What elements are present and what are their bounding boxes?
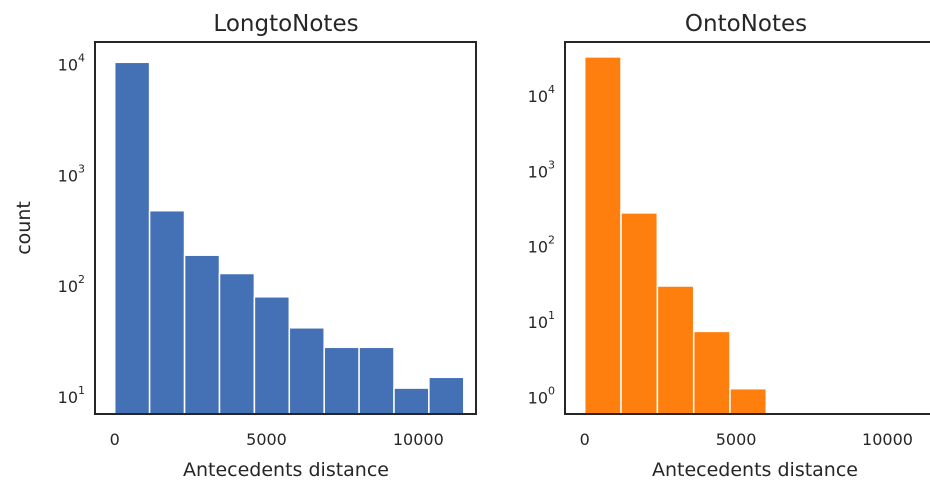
bar-longtonotes-2	[183, 254, 221, 415]
y-tick-exponent: 4	[548, 83, 555, 96]
plot-frame-longtonotes	[94, 41, 477, 415]
y-tick-label-ontonotes-1: 101	[528, 309, 555, 332]
plot-frame-ontonotes	[564, 41, 930, 415]
bar-ontonotes-2	[656, 285, 695, 415]
x-tick-label-ontonotes-0: 0	[580, 430, 590, 449]
y-tick-base: 10	[528, 238, 548, 257]
y-tick-exponent: 2	[78, 273, 85, 286]
chart-title-ontonotes: OntoNotes	[685, 11, 807, 37]
x-tick-label-longtonotes-2: 10000	[393, 430, 444, 449]
y-tick-label-ontonotes-3: 103	[528, 158, 555, 181]
x-axis-label-longtonotes: Antecedents distance	[183, 459, 389, 481]
y-tick-label-longtonotes-0: 101	[58, 384, 85, 407]
x-ticks-ontonotes: 0 5000 10000	[580, 430, 913, 449]
bar-ontonotes-3	[692, 330, 731, 415]
x-tick-label-ontonotes-1: 5000	[716, 430, 757, 449]
y-tick-label-ontonotes-0: 100	[528, 384, 555, 407]
x-ticks-longtonotes: 0 5000 10000	[110, 430, 444, 449]
panel-longtonotes: LongtoNotes count Antecedents distance 0…	[13, 11, 477, 481]
y-tick-exponent: 3	[548, 158, 555, 171]
y-tick-exponent: 3	[78, 162, 85, 175]
bars-longtonotes	[113, 61, 465, 415]
chart-title-longtonotes: LongtoNotes	[213, 11, 358, 37]
y-tick-exponent: 1	[78, 384, 85, 397]
x-tick-label-longtonotes-1: 5000	[246, 430, 287, 449]
y-tick-label-longtonotes-2: 103	[58, 162, 85, 185]
y-tick-base: 10	[58, 166, 78, 185]
bar-longtonotes-3	[218, 272, 256, 415]
x-tick-label-longtonotes-0: 0	[110, 430, 120, 449]
y-axis-label-longtonotes: count	[13, 201, 35, 255]
y-tick-base: 10	[58, 56, 78, 75]
bar-longtonotes-7	[358, 346, 395, 415]
y-tick-label-ontonotes-4: 104	[528, 83, 555, 106]
y-tick-base: 10	[528, 87, 548, 106]
bar-ontonotes-4	[729, 387, 768, 415]
bar-ontonotes-0	[583, 56, 622, 415]
y-tick-exponent: 4	[78, 52, 85, 65]
x-tick-label-ontonotes-2: 10000	[862, 430, 913, 449]
y-tick-label-ontonotes-2: 102	[528, 234, 555, 257]
bar-longtonotes-8	[393, 387, 430, 415]
bar-longtonotes-4	[253, 296, 291, 415]
bar-longtonotes-9	[428, 376, 465, 415]
y-tick-base: 10	[528, 313, 548, 332]
y-tick-exponent: 0	[548, 384, 555, 397]
y-tick-base: 10	[528, 388, 548, 407]
bar-longtonotes-5	[288, 327, 325, 415]
bar-longtonotes-0	[113, 61, 151, 415]
y-tick-base: 10	[58, 388, 78, 407]
y-tick-exponent: 1	[548, 309, 555, 322]
y-tick-base: 10	[528, 162, 548, 181]
y-tick-label-longtonotes-3: 104	[58, 52, 85, 75]
bars-ontonotes	[583, 56, 768, 415]
y-tick-label-longtonotes-1: 102	[58, 273, 85, 296]
y-tick-base: 10	[58, 277, 78, 296]
bar-longtonotes-1	[148, 209, 186, 415]
bar-longtonotes-6	[323, 346, 360, 415]
y-tick-exponent: 2	[548, 234, 555, 247]
x-axis-label-ontonotes: Antecedents distance	[652, 459, 858, 481]
bar-ontonotes-1	[620, 212, 659, 415]
panel-ontonotes: OntoNotes Antecedents distance 0 5000 1000…	[528, 11, 930, 481]
